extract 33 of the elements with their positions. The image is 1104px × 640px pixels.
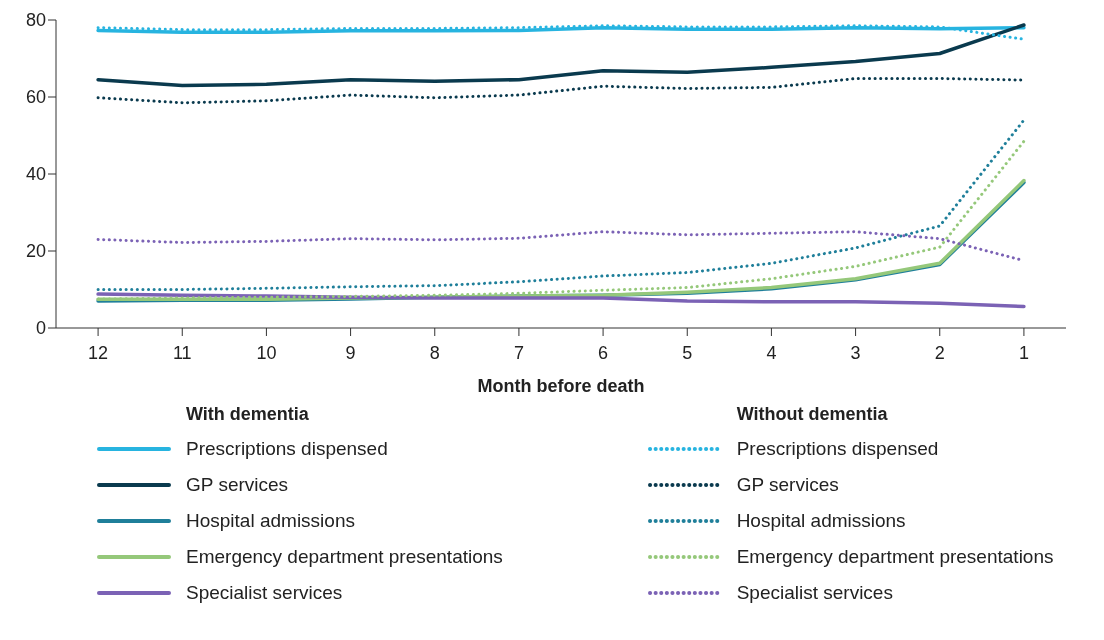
- legend-label: GP services: [736, 474, 839, 496]
- y-tick-label: 20: [25, 241, 46, 262]
- legend-label: Prescriptions dispensed: [736, 438, 939, 460]
- y-tick-label: 80: [25, 10, 46, 31]
- legend-label: Hospital admissions: [736, 510, 906, 532]
- x-tick-label: 6: [598, 342, 609, 363]
- x-tick-label: 10: [256, 342, 277, 363]
- x-tick-label: 3: [850, 342, 861, 363]
- x-tick-label: 2: [934, 342, 945, 363]
- legend-label: Prescriptions dispensed: [186, 438, 388, 460]
- x-tick-label: 9: [345, 342, 356, 363]
- x-tick-label: 11: [172, 342, 192, 363]
- legend-label: Emergency department presentations: [736, 546, 1054, 568]
- legend-label: Emergency department presentations: [186, 546, 503, 568]
- line-series: [96, 118, 1026, 291]
- y-tick-label: 0: [35, 318, 46, 339]
- y-tick-label: 40: [25, 164, 46, 185]
- x-axis-title: Month before death: [477, 376, 645, 396]
- legend-label: Specialist services: [186, 582, 343, 604]
- legend-label: Specialist services: [736, 582, 893, 604]
- y-tick-label: 60: [25, 87, 46, 108]
- text: With dementia: [186, 404, 310, 425]
- x-tick-label: 8: [429, 342, 440, 363]
- text: Without dementia: [736, 404, 889, 425]
- legend-label: Hospital admissions: [186, 510, 355, 532]
- x-tick-label: 1: [1018, 342, 1029, 363]
- x-tick-label: 7: [513, 342, 524, 363]
- legend-label: GP services: [186, 474, 289, 496]
- x-tick-label: 5: [682, 342, 693, 363]
- line-series: [96, 292, 1026, 309]
- x-tick-label: 12: [88, 342, 109, 363]
- x-tick-label: 4: [766, 342, 777, 363]
- line-series: [96, 23, 1026, 88]
